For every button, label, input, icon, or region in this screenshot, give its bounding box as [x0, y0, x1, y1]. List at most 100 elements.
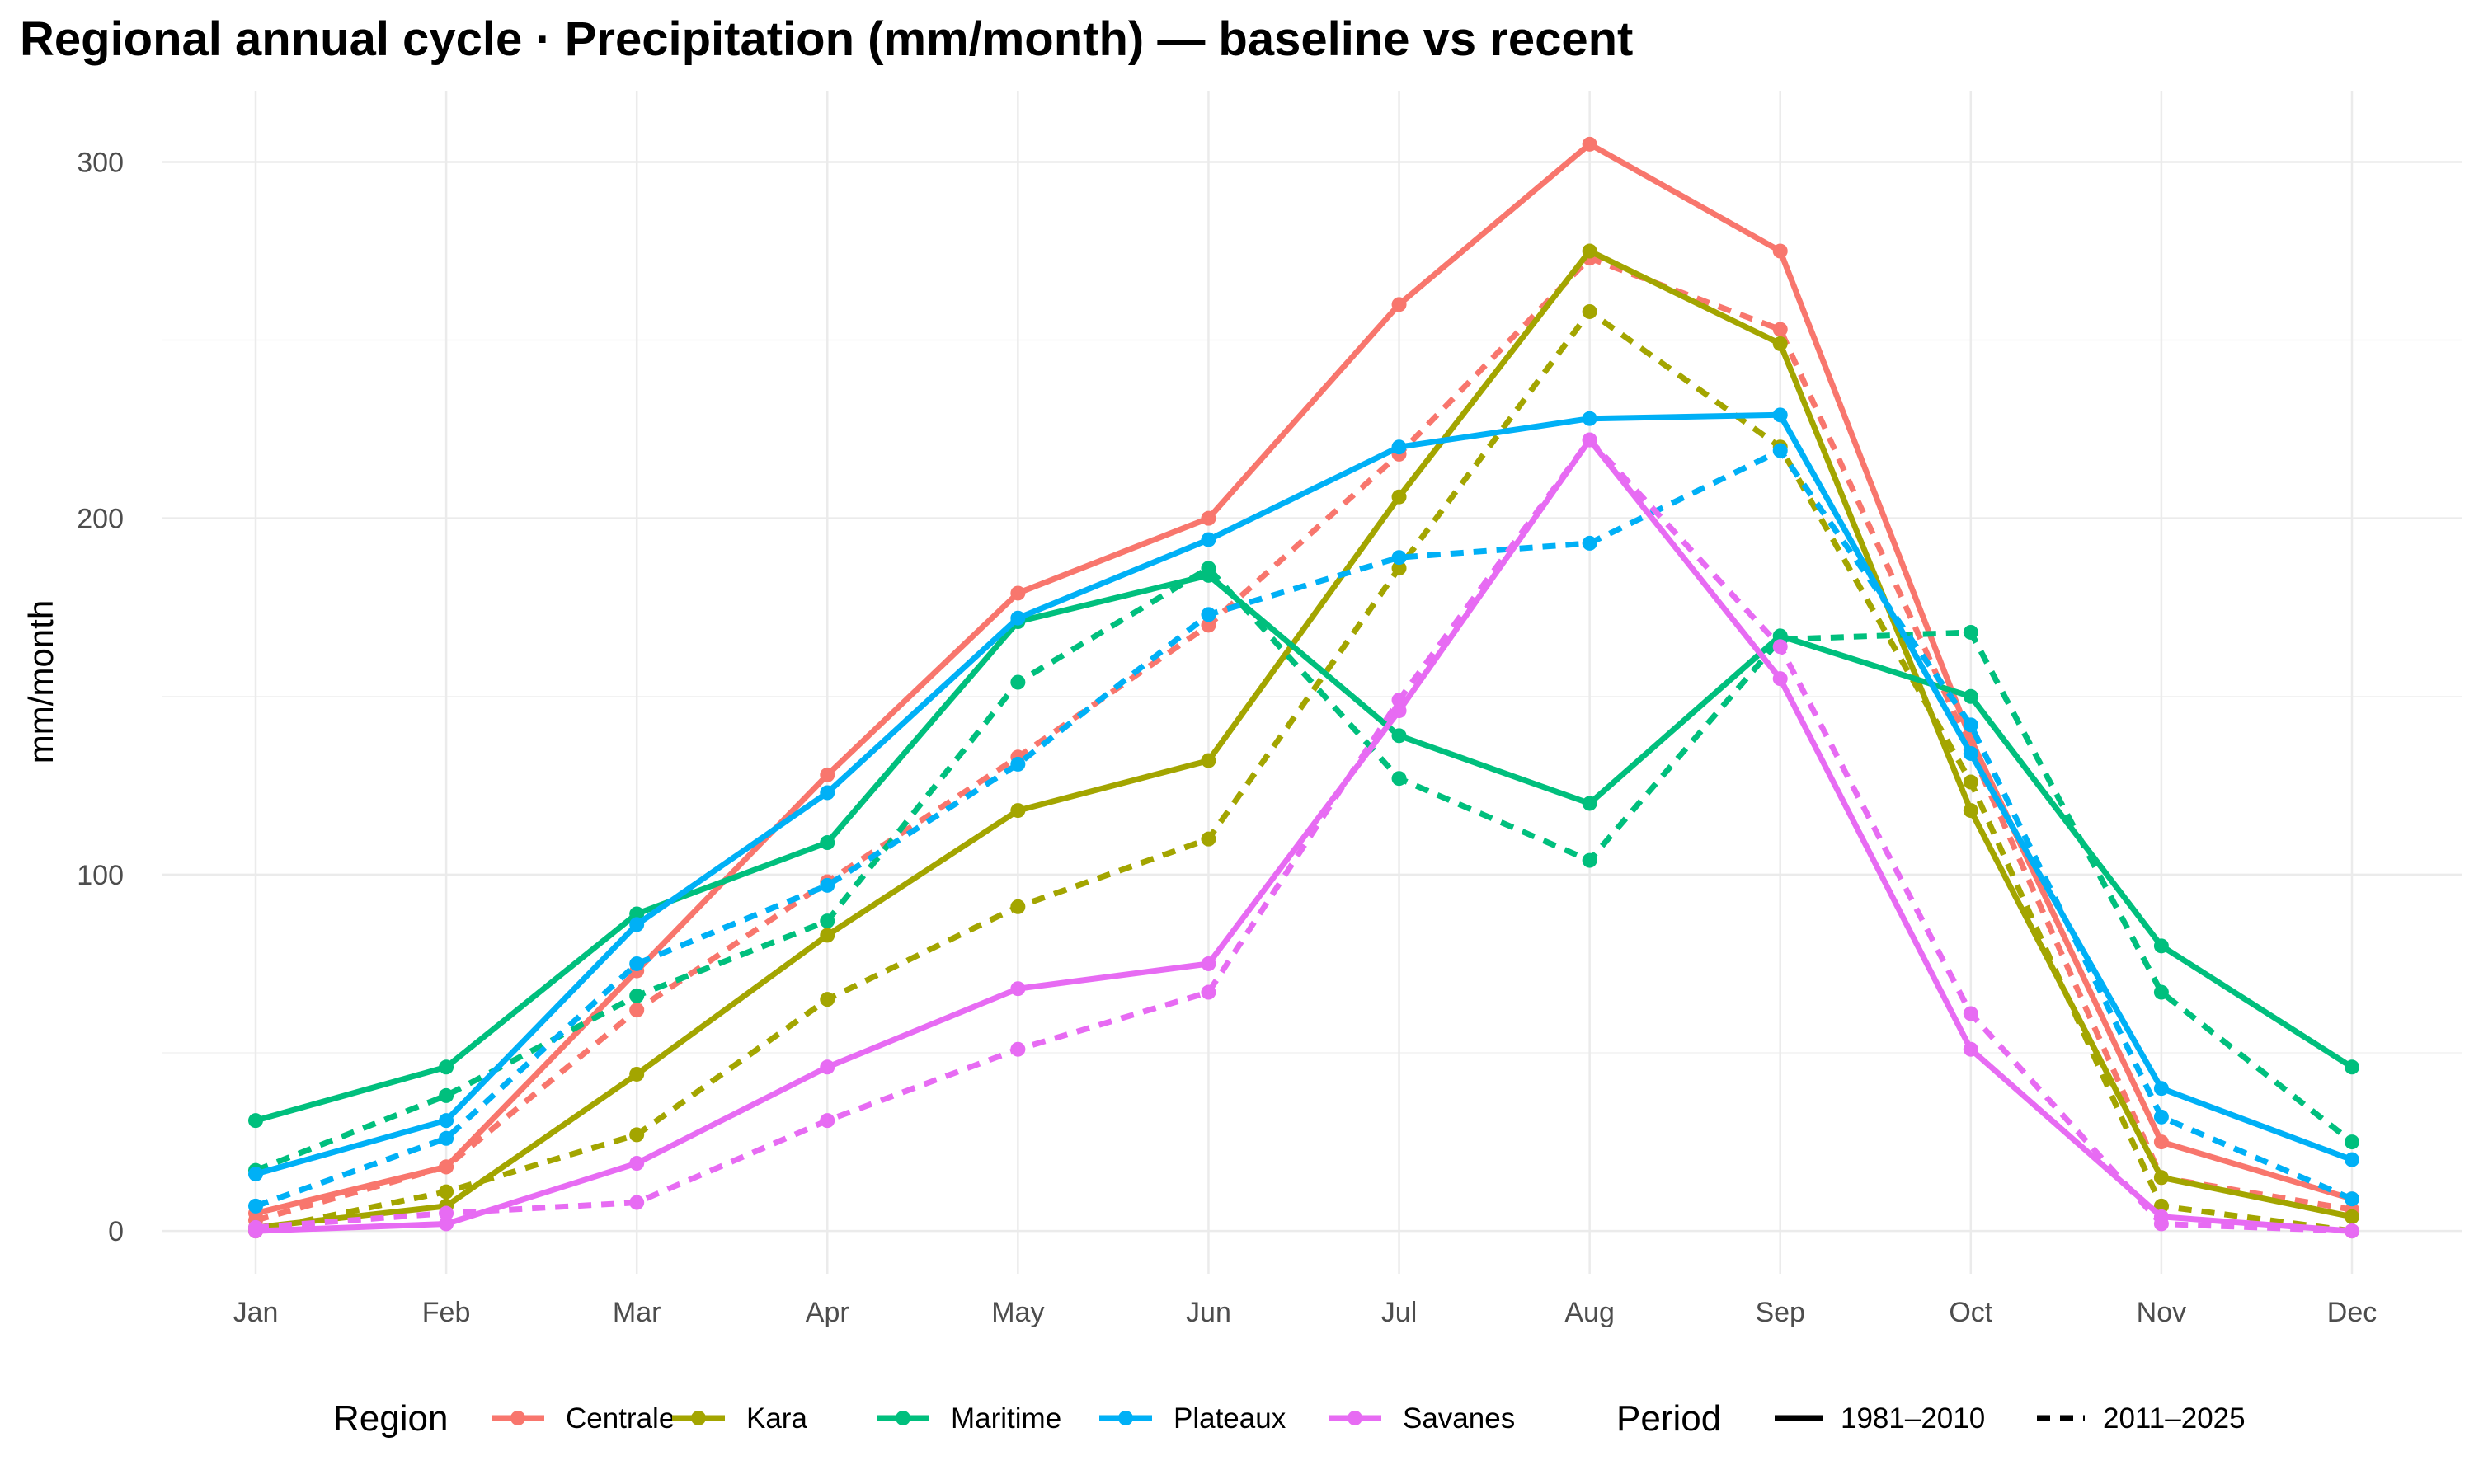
legend-label: Centrale	[566, 1402, 675, 1435]
y-tick-label: 100	[77, 860, 124, 891]
legend-title-period: Period	[1616, 1398, 1721, 1439]
data-point	[2153, 1134, 2169, 1150]
x-tick-label: May	[991, 1297, 1044, 1328]
data-point	[629, 1127, 645, 1143]
legend-label: Maritime	[951, 1402, 1061, 1435]
data-point	[2153, 1109, 2169, 1125]
data-point	[1582, 303, 1597, 319]
x-tick-label: Sep	[1755, 1297, 1805, 1328]
data-point	[820, 1113, 835, 1129]
data-point	[820, 913, 835, 929]
data-point	[1963, 1006, 1978, 1021]
legend-item-maritime: Maritime	[877, 1402, 1061, 1435]
data-point	[2153, 1081, 2169, 1097]
series-kara-baseline	[248, 243, 2359, 1235]
data-point	[629, 956, 645, 971]
data-point	[1582, 243, 1597, 259]
data-point	[1963, 624, 1978, 640]
data-point	[1772, 639, 1788, 655]
data-point	[820, 992, 835, 1007]
data-point	[629, 988, 645, 1003]
x-tick-label: Jan	[233, 1297, 279, 1328]
legend-label: 1981–2010	[1841, 1402, 1985, 1435]
data-point	[2345, 1134, 2359, 1150]
data-point	[1201, 831, 1216, 847]
data-point	[1201, 618, 1216, 633]
data-point	[1582, 136, 1597, 152]
y-tick-label: 300	[77, 147, 124, 178]
legend-item-savanes: Savanes	[1329, 1402, 1515, 1435]
series-line	[255, 572, 2354, 1124]
data-point	[2345, 1059, 2359, 1075]
series-line	[255, 437, 2353, 1234]
data-point	[1772, 243, 1788, 259]
data-point	[1010, 803, 1026, 819]
data-point	[1772, 322, 1788, 337]
data-point	[1963, 745, 1978, 761]
data-point	[439, 1059, 454, 1075]
legend-swatch-point	[896, 1411, 910, 1425]
legend-item-period: 1981–2010	[1775, 1402, 1985, 1435]
data-point	[439, 1087, 454, 1103]
data-point	[1391, 439, 1407, 455]
data-point	[248, 1219, 263, 1235]
data-point	[1963, 774, 1978, 790]
data-point	[1582, 796, 1597, 811]
x-tick-label: Aug	[1564, 1297, 1615, 1328]
data-point	[1391, 489, 1407, 505]
data-point	[439, 1159, 454, 1175]
series-line	[255, 437, 2353, 1234]
data-point	[629, 906, 645, 922]
data-point	[1582, 852, 1597, 868]
x-tick-label: Jun	[1186, 1297, 1231, 1328]
data-point	[1391, 693, 1407, 708]
data-point	[1963, 803, 1978, 819]
data-point	[1772, 407, 1788, 423]
data-point	[1010, 756, 1026, 772]
data-point	[1963, 688, 1978, 704]
data-point	[1010, 585, 1026, 601]
data-point	[1582, 432, 1597, 448]
data-point	[1963, 717, 1978, 733]
data-point	[629, 1003, 645, 1018]
x-tick-label: Apr	[806, 1297, 849, 1328]
legend-label: Kara	[746, 1402, 807, 1435]
series-plateaux-baseline	[248, 407, 2359, 1181]
data-point	[248, 1166, 263, 1181]
data-point	[2153, 1170, 2169, 1186]
data-point	[2345, 1191, 2359, 1207]
data-point	[1772, 443, 1788, 458]
data-point	[1201, 753, 1216, 768]
x-tick-label: Jul	[1381, 1297, 1417, 1328]
data-point	[439, 1130, 454, 1146]
data-point	[1010, 981, 1026, 997]
data-point	[2153, 984, 2169, 1000]
data-point	[1201, 532, 1216, 547]
x-tick-label: Dec	[2327, 1297, 2377, 1328]
legend-label: Savanes	[1403, 1402, 1515, 1435]
legend-item-period: 2011–2025	[2037, 1402, 2246, 1435]
data-point	[1201, 561, 1216, 576]
data-point	[439, 1205, 454, 1221]
data-point	[2345, 1152, 2359, 1167]
data-point	[2153, 938, 2169, 954]
series-centrale-recent	[248, 251, 2359, 1228]
x-tick-label: Mar	[613, 1297, 661, 1328]
data-point	[820, 1059, 835, 1075]
x-tick-label: Feb	[422, 1297, 471, 1328]
data-point	[1391, 703, 1407, 719]
series-plateaux-recent	[248, 443, 2359, 1214]
series-line	[254, 448, 2354, 1209]
data-point	[1772, 336, 1788, 351]
series-line	[255, 411, 2354, 1177]
series-savanes-baseline	[248, 432, 2359, 1239]
data-point	[1391, 728, 1407, 744]
data-point	[820, 835, 835, 851]
series-kara-recent	[248, 303, 2359, 1239]
series-line	[255, 308, 2353, 1234]
legend-item-centrale: Centrale	[492, 1402, 675, 1435]
data-point	[1010, 610, 1026, 626]
data-point	[248, 1198, 263, 1214]
series-line	[255, 255, 2353, 1223]
y-axis-title: mm/month	[21, 600, 60, 763]
